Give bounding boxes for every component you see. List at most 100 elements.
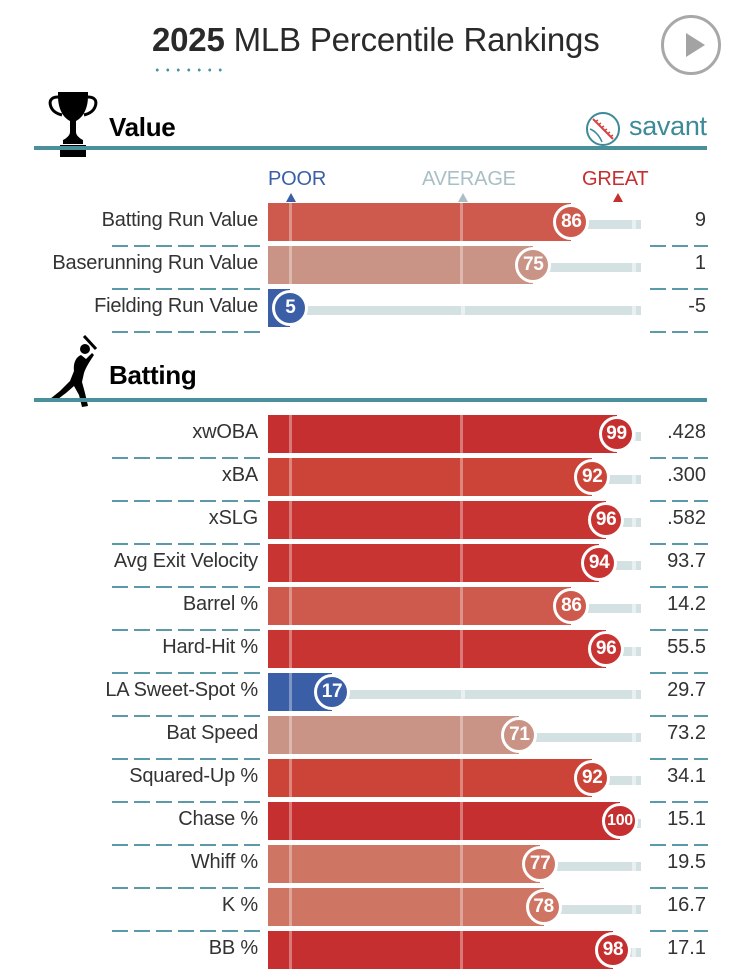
metric-row[interactable]: xwOBA 99 .428: [0, 415, 738, 459]
metric-row[interactable]: Whiff % 77 19.5: [0, 845, 738, 889]
metric-value: 55.5: [667, 636, 706, 658]
batting-section-header: Batting: [34, 335, 707, 410]
bar-gridline-average: [460, 888, 463, 926]
metric-row[interactable]: LA Sweet-Spot % 17 29.7: [0, 673, 738, 717]
percentile-bar: [268, 587, 572, 625]
metric-row[interactable]: K % 78 16.7: [0, 888, 738, 932]
percentile-bubble[interactable]: 5: [272, 290, 309, 326]
bar-gridline-poor: [289, 716, 292, 754]
row-divider-right: [650, 288, 708, 290]
row-divider-left: [112, 500, 264, 502]
scale-average-label: AVERAGE: [422, 168, 516, 190]
metric-label: xBA: [221, 464, 258, 486]
metric-row[interactable]: Batting Run Value 86 9: [0, 203, 738, 247]
metric-value: 73.2: [667, 722, 706, 744]
baseball-icon: [586, 112, 620, 146]
percentile-bar: [268, 888, 544, 926]
savant-logo[interactable]: savant: [585, 111, 710, 146]
row-divider-right: [650, 801, 708, 803]
row-divider-right: [650, 672, 708, 674]
metric-value: .582: [667, 507, 706, 529]
bar-gridline-poor: [289, 931, 292, 969]
metric-value: 15.1: [667, 808, 706, 830]
percentile-bubble[interactable]: 92: [574, 760, 611, 796]
percentile-bubble[interactable]: 98: [595, 932, 632, 968]
percentile-bar: [268, 845, 541, 883]
row-divider-right: [650, 930, 708, 932]
metric-row[interactable]: Avg Exit Velocity 94 93.7: [0, 544, 738, 588]
metric-label: Chase %: [178, 808, 258, 830]
percentile-bar: [268, 931, 614, 969]
bar-gridline-average: [460, 931, 463, 969]
metric-row[interactable]: Chase % 100 15.1: [0, 802, 738, 846]
metric-row[interactable]: Baserunning Run Value 75 1: [0, 246, 738, 290]
percentile-bubble[interactable]: 96: [588, 631, 625, 667]
percentile-bubble[interactable]: 78: [525, 889, 562, 925]
metric-value: 93.7: [667, 550, 706, 572]
bar-gridline-poor: [289, 802, 292, 840]
percentile-bar: [268, 203, 572, 241]
bar-gridline-poor: [289, 888, 292, 926]
percentile-bubble[interactable]: 99: [598, 416, 635, 452]
row-divider-left: [112, 331, 264, 333]
percentile-bubble[interactable]: 17: [313, 674, 350, 710]
metric-row[interactable]: xSLG 96 .582: [0, 501, 738, 545]
metric-label: Batting Run Value: [101, 209, 259, 231]
metric-row[interactable]: Barrel % 86 14.2: [0, 587, 738, 631]
metric-label: Baserunning Run Value: [52, 252, 258, 274]
row-divider-right: [650, 629, 708, 631]
row-divider-left: [112, 715, 264, 717]
percentile-bubble[interactable]: 75: [515, 247, 552, 283]
metric-row[interactable]: Bat Speed 71 73.2: [0, 716, 738, 760]
percentile-bar: [268, 501, 607, 539]
row-divider-left: [112, 586, 264, 588]
metric-label: Fielding Run Value: [94, 295, 258, 317]
metric-row[interactable]: Hard-Hit % 96 55.5: [0, 630, 738, 674]
bar-gridline-average: [460, 845, 463, 883]
bar-gridline-average: [460, 759, 463, 797]
metric-label: Bat Speed: [166, 722, 258, 744]
metric-label: Squared-Up %: [129, 765, 258, 787]
batting-section-title: Batting: [109, 360, 197, 390]
bar-gridline-poor: [289, 501, 292, 539]
row-divider-left: [112, 245, 264, 247]
metric-value: 17.1: [667, 937, 706, 959]
metric-row[interactable]: Squared-Up % 92 34.1: [0, 759, 738, 803]
track-tick-great: [632, 475, 636, 484]
percentile-bubble[interactable]: 86: [553, 204, 590, 240]
metric-value: 1: [694, 252, 706, 274]
page-title: 2025 MLB Percentile Rankings: [152, 18, 600, 62]
metric-value: .300: [667, 464, 706, 486]
play-button[interactable]: [661, 15, 721, 75]
metric-value: 16.7: [667, 894, 706, 916]
scale-poor-arrow: [286, 193, 296, 202]
track-tick-great: [632, 263, 636, 272]
batter-silhouette-icon: [50, 335, 98, 407]
metric-value: 34.1: [667, 765, 706, 787]
row-divider-left: [112, 543, 264, 545]
metric-row[interactable]: Fielding Run Value 5 -5: [0, 289, 738, 333]
track-tick-great: [632, 905, 636, 914]
track-tick-great: [632, 561, 636, 570]
bar-gridline-average: [460, 458, 463, 496]
row-divider-right: [650, 543, 708, 545]
track-tick-great: [632, 604, 636, 613]
percentile-bubble[interactable]: 96: [588, 502, 625, 538]
row-divider-left: [112, 930, 264, 932]
metric-row[interactable]: BB % 98 17.1: [0, 931, 738, 972]
percentile-bubble[interactable]: 100: [602, 803, 638, 839]
bar-gridline-poor: [289, 673, 292, 711]
percentile-bubble[interactable]: 94: [581, 545, 618, 581]
metric-label: Avg Exit Velocity: [113, 550, 258, 572]
track-tick-great: [632, 948, 636, 957]
metric-label: Barrel %: [182, 593, 258, 615]
percentile-bubble[interactable]: 92: [574, 459, 611, 495]
percentile-bubble[interactable]: 77: [522, 846, 559, 882]
percentile-bubble[interactable]: 86: [553, 588, 590, 624]
percentile-bubble[interactable]: 71: [501, 717, 538, 753]
bar-gridline-average: [460, 544, 463, 582]
percentile-bar: [268, 630, 607, 668]
metric-row[interactable]: xBA 92 .300: [0, 458, 738, 502]
scale-great-arrow: [613, 193, 623, 202]
row-divider-right: [650, 715, 708, 717]
